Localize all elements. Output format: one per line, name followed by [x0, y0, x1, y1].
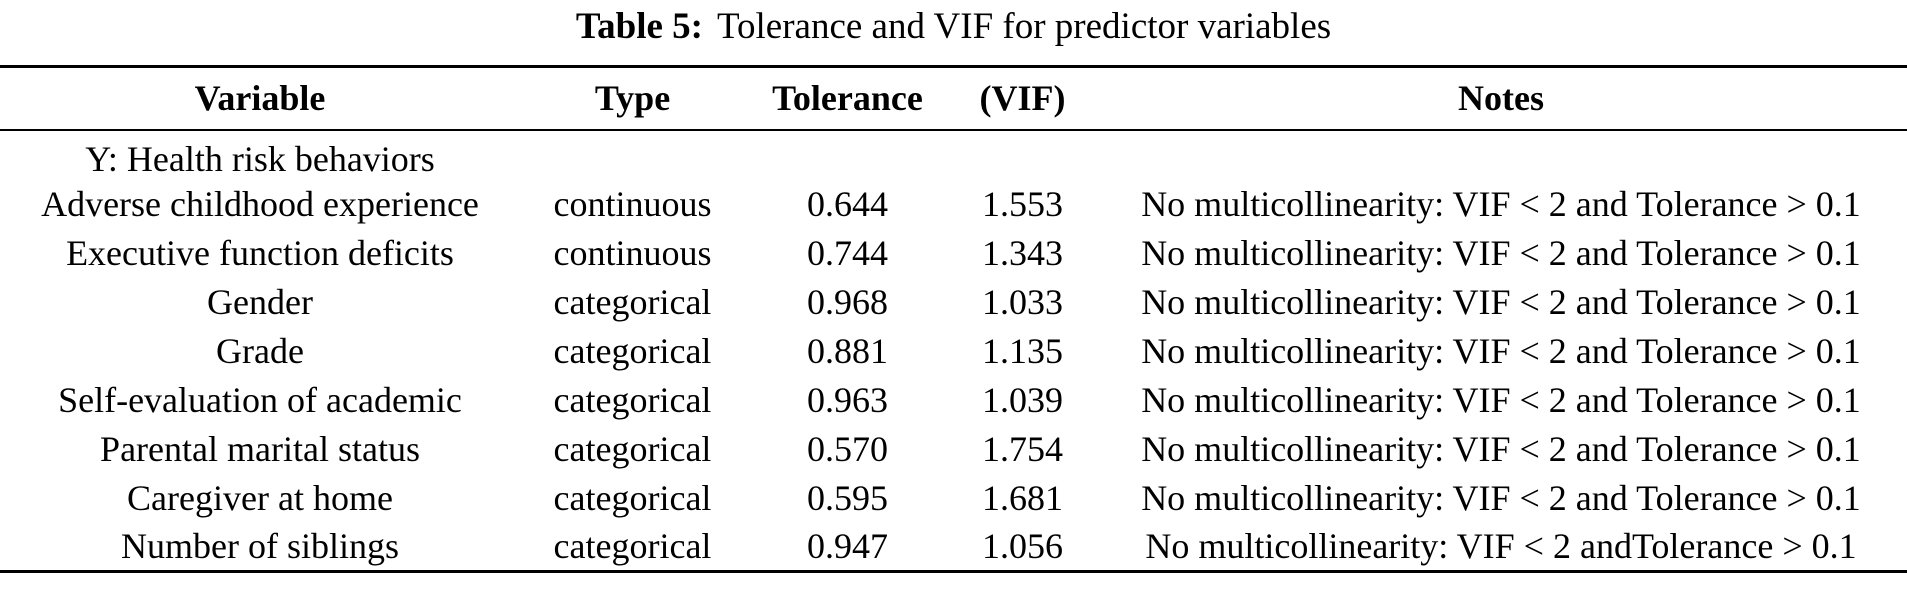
- type-cell: continuous: [553, 184, 712, 224]
- tolerance-cell: 0.595: [807, 478, 888, 518]
- table-row: Grade categorical 0.881 1.135 No multico…: [0, 327, 1907, 376]
- notes-cell: No multicollinearity: VIF < 2 and Tolera…: [1141, 331, 1861, 371]
- variable-cell: Y: Health risk behaviors: [85, 138, 435, 179]
- header-variable: Variable: [0, 66, 520, 131]
- type-cell: continuous: [553, 233, 712, 273]
- header-notes: Notes: [1095, 66, 1907, 131]
- type-cell: categorical: [553, 282, 712, 322]
- variable-cell: Self-evaluation of academic: [58, 380, 462, 420]
- tolerance-cell: 0.963: [807, 380, 888, 420]
- table-row: Y: Health risk behaviors: [0, 130, 1907, 180]
- type-cell: categorical: [553, 331, 712, 371]
- vif-cell: 1.681: [982, 478, 1063, 518]
- notes-cell: No multicollinearity: VIF < 2 and Tolera…: [1141, 478, 1861, 518]
- table-row: Number of siblings categorical 0.947 1.0…: [0, 523, 1907, 572]
- vif-cell: 1.135: [982, 331, 1063, 371]
- header-type: Type: [520, 66, 745, 131]
- tolerance-cell: 0.570: [807, 429, 888, 469]
- type-cell: categorical: [553, 526, 712, 567]
- variable-cell: Caregiver at home: [127, 478, 393, 518]
- notes-cell: No multicollinearity: VIF < 2 and Tolera…: [1141, 380, 1861, 420]
- tolerance-cell: [745, 130, 950, 180]
- table-row: Parental marital status categorical 0.57…: [0, 425, 1907, 474]
- vif-cell: 1.039: [982, 380, 1063, 420]
- variable-cell: Number of siblings: [121, 526, 399, 567]
- tolerance-cell: 0.644: [807, 184, 888, 224]
- header-row: Variable Type Tolerance (VIF) Notes: [0, 66, 1907, 131]
- notes-cell: No multicollinearity: VIF < 2 and Tolera…: [1141, 282, 1861, 322]
- tolerance-cell: 0.881: [807, 331, 888, 371]
- vif-cell: 1.754: [982, 429, 1063, 469]
- table-caption: Table 5: Tolerance and VIF for predictor …: [0, 0, 1907, 65]
- variable-cell: Executive function deficits: [66, 233, 454, 273]
- tolerance-vif-table: Variable Type Tolerance (VIF) Notes Y: H…: [0, 65, 1907, 573]
- table-row: Gender categorical 0.968 1.033 No multic…: [0, 278, 1907, 327]
- table-row: Adverse childhood experience continuous …: [0, 180, 1907, 229]
- vif-cell: 1.033: [982, 282, 1063, 322]
- vif-cell: 1.553: [982, 184, 1063, 224]
- header-vif: (VIF): [950, 66, 1095, 131]
- table-caption-label: Table 5:: [575, 6, 703, 47]
- notes-cell: No multicollinearity: VIF < 2 and Tolera…: [1141, 184, 1861, 224]
- table-row: Executive function deficits continuous 0…: [0, 229, 1907, 278]
- variable-cell: Gender: [207, 282, 313, 322]
- table-row: Caregiver at home categorical 0.595 1.68…: [0, 474, 1907, 523]
- vif-cell: [950, 130, 1095, 180]
- header-tolerance: Tolerance: [745, 66, 950, 131]
- notes-cell: No multicollinearity: VIF < 2 andToleran…: [1145, 526, 1857, 567]
- type-cell: categorical: [553, 380, 712, 420]
- tolerance-cell: 0.968: [807, 282, 888, 322]
- type-cell: categorical: [553, 429, 712, 469]
- variable-cell: Adverse childhood experience: [41, 184, 479, 224]
- variable-cell: Parental marital status: [100, 429, 420, 469]
- table-row: Self-evaluation of academic categorical …: [0, 376, 1907, 425]
- notes-cell: No multicollinearity: VIF < 2 and Tolera…: [1141, 429, 1861, 469]
- tolerance-cell: 0.947: [807, 526, 888, 567]
- type-cell: [520, 130, 745, 180]
- vif-cell: 1.343: [982, 233, 1063, 273]
- vif-cell: 1.056: [982, 526, 1063, 567]
- table-caption-text: Tolerance and VIF for predictor variable…: [716, 6, 1332, 47]
- table-header: Variable Type Tolerance (VIF) Notes: [0, 66, 1907, 131]
- tolerance-cell: 0.744: [807, 233, 888, 273]
- type-cell: categorical: [553, 478, 712, 518]
- notes-cell: No multicollinearity: VIF < 2 and Tolera…: [1141, 233, 1861, 273]
- variable-cell: Grade: [216, 331, 304, 371]
- notes-cell: [1095, 130, 1907, 180]
- table-body: Y: Health risk behaviors Adverse childho…: [0, 130, 1907, 572]
